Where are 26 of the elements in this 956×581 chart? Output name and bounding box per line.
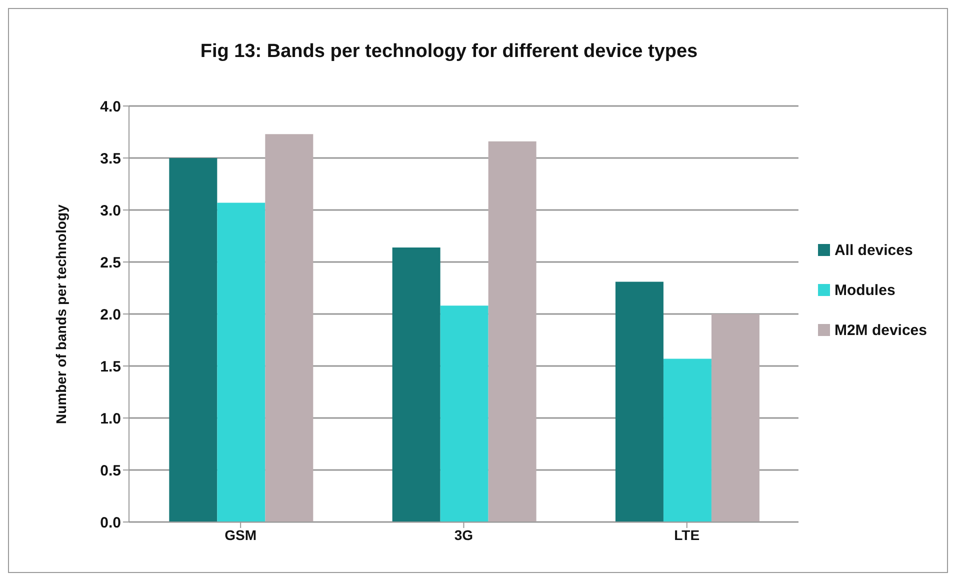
bar xyxy=(711,314,760,522)
y-tick-label: 4.0 xyxy=(100,98,121,116)
y-tick-label: 1.0 xyxy=(100,410,121,428)
y-tick-label: 2.0 xyxy=(100,306,121,324)
y-tick-label: 2.5 xyxy=(100,254,121,272)
y-tick-label: 3.5 xyxy=(100,150,121,168)
legend-label: M2M devices xyxy=(834,322,927,338)
y-tick-label: 3.0 xyxy=(100,202,121,220)
bar xyxy=(217,202,266,522)
x-tick-label: GSM xyxy=(224,526,257,543)
y-tick-label: 1.5 xyxy=(100,358,121,376)
bar xyxy=(440,306,488,522)
y-tick-label: 0.5 xyxy=(100,462,121,480)
x-tick-label: 3G xyxy=(454,526,474,543)
y-axis-title: Number of bands per technology xyxy=(52,204,69,424)
legend-label: All devices xyxy=(834,242,913,258)
bar xyxy=(392,247,440,522)
bar xyxy=(169,158,218,522)
bar xyxy=(265,134,314,522)
bar xyxy=(615,282,664,522)
bar xyxy=(488,141,536,522)
y-tick-label: 0.0 xyxy=(100,514,121,532)
bar xyxy=(663,358,712,522)
x-tick-label: LTE xyxy=(674,526,700,543)
legend-label: Modules xyxy=(834,282,896,298)
chart-title: Fig 13: Bands per technology for different device types xyxy=(199,41,699,63)
